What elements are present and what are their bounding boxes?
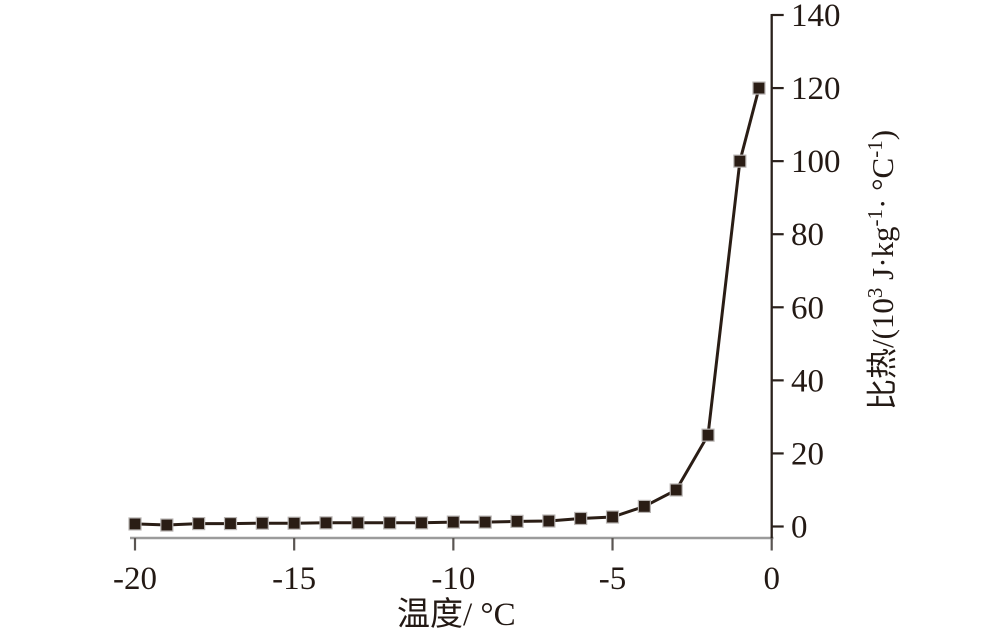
data-point-marker [255, 516, 269, 530]
data-point-marker [637, 499, 651, 514]
data-point-marker [446, 515, 460, 529]
y-axis-title: 比热/(103 J·kg-1· °C-1) [863, 130, 900, 410]
data-point-marker [510, 514, 524, 528]
y-tick-label: 100 [791, 144, 841, 180]
data-point-marker [223, 516, 238, 531]
x-axis-title: 温度/ °C [397, 596, 516, 633]
y-tick-label: 20 [791, 436, 824, 472]
data-point-marker [128, 517, 142, 531]
y-tick-label: 140 [791, 0, 841, 34]
x-tick-label: -5 [599, 561, 627, 597]
data-series-line [134, 87, 761, 527]
data-point-marker [287, 516, 301, 530]
data-point-marker [478, 515, 492, 529]
data-point-marker [542, 514, 556, 528]
data-point-marker [319, 516, 333, 530]
x-tick-label: -20 [113, 561, 157, 597]
data-point-marker [669, 483, 683, 497]
data-point-marker [160, 518, 174, 532]
data-point-marker [605, 510, 620, 524]
x-tick-label: 0 [763, 561, 780, 597]
y-tick-label: 60 [791, 290, 824, 326]
y-tick-label: 0 [791, 510, 808, 546]
data-point-marker [351, 516, 365, 530]
data-point-marker [574, 511, 588, 526]
y-tick-label: 80 [791, 217, 824, 253]
data-point-marker [383, 516, 397, 530]
x-tick-label: -10 [431, 561, 475, 597]
data-point-marker [192, 516, 206, 531]
y-tick-label: 120 [791, 71, 841, 107]
data-point-marker [752, 81, 766, 95]
data-point-marker [733, 154, 747, 168]
data-point-marker [414, 516, 429, 530]
x-tick-label: -15 [272, 561, 316, 597]
data-point-marker [701, 428, 715, 442]
y-tick-label: 40 [791, 363, 824, 399]
